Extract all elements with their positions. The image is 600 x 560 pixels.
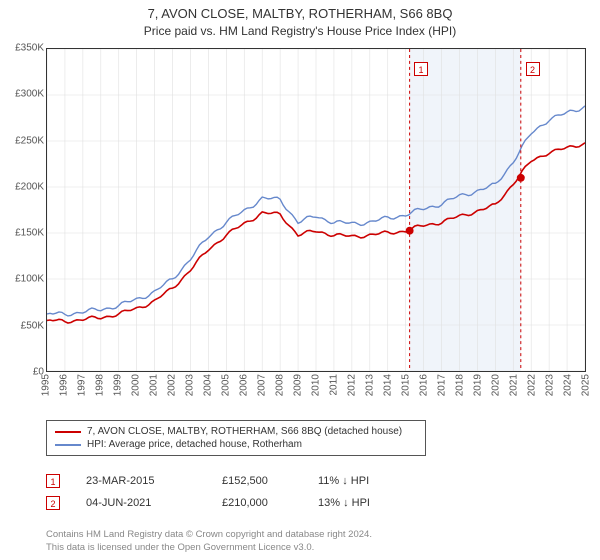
x-tick-label: 1997	[77, 374, 88, 396]
x-tick-label: 2017	[437, 374, 448, 396]
chart-svg	[47, 49, 585, 371]
chart-plot-area	[46, 48, 586, 372]
y-tick-label: £350K	[15, 43, 44, 54]
legend-item: 7, AVON CLOSE, MALTBY, ROTHERHAM, S66 8B…	[55, 425, 417, 438]
x-tick-label: 2014	[383, 374, 394, 396]
sale-date: 04-JUN-2021	[86, 497, 196, 509]
x-tick-label: 2010	[311, 374, 322, 396]
x-tick-label: 1999	[113, 374, 124, 396]
x-tick-label: 2019	[473, 374, 484, 396]
x-tick-label: 1995	[41, 374, 52, 396]
x-tick-label: 2023	[545, 374, 556, 396]
x-tick-label: 2002	[167, 374, 178, 396]
x-tick-label: 2024	[563, 374, 574, 396]
x-tick-label: 2003	[185, 374, 196, 396]
y-tick-label: £200K	[15, 181, 44, 192]
sale-date: 23-MAR-2015	[86, 475, 196, 487]
page-title: 7, AVON CLOSE, MALTBY, ROTHERHAM, S66 8B…	[0, 0, 600, 21]
y-tick-label: £300K	[15, 89, 44, 100]
y-tick-label: £150K	[15, 228, 44, 239]
x-tick-label: 2011	[329, 374, 340, 396]
sale-marker-box: 1	[414, 62, 428, 76]
sale-diff: 11% ↓ HPI	[318, 475, 408, 487]
legend-swatch	[55, 444, 81, 446]
sale-price: £210,000	[222, 497, 292, 509]
y-tick-label: £250K	[15, 135, 44, 146]
x-tick-label: 2022	[527, 374, 538, 396]
sale-index: 1	[46, 474, 60, 488]
legend: 7, AVON CLOSE, MALTBY, ROTHERHAM, S66 8B…	[46, 420, 426, 456]
sale-diff: 13% ↓ HPI	[318, 497, 408, 509]
x-tick-label: 2005	[221, 374, 232, 396]
sales-table: 1 23-MAR-2015 £152,500 11% ↓ HPI 2 04-JUN-202…	[46, 470, 408, 514]
x-tick-label: 1998	[95, 374, 106, 396]
sale-row: 1 23-MAR-2015 £152,500 11% ↓ HPI	[46, 470, 408, 492]
legend-item: HPI: Average price, detached house, Roth…	[55, 438, 417, 451]
y-tick-label: £50K	[21, 320, 44, 331]
sale-price: £152,500	[222, 475, 292, 487]
sale-marker-box: 2	[526, 62, 540, 76]
y-tick-label: £100K	[15, 274, 44, 285]
x-tick-label: 2006	[239, 374, 250, 396]
legend-label: 7, AVON CLOSE, MALTBY, ROTHERHAM, S66 8B…	[87, 426, 402, 437]
sale-row: 2 04-JUN-2021 £210,000 13% ↓ HPI	[46, 492, 408, 514]
chart-container: 7, AVON CLOSE, MALTBY, ROTHERHAM, S66 8B…	[0, 0, 600, 560]
x-tick-label: 2020	[491, 374, 502, 396]
x-tick-label: 2015	[401, 374, 412, 396]
x-tick-label: 2025	[581, 374, 592, 396]
footer-line-1: Contains HM Land Registry data © Crown c…	[46, 529, 372, 541]
x-tick-label: 2018	[455, 374, 466, 396]
legend-swatch	[55, 431, 81, 433]
page-subtitle: Price paid vs. HM Land Registry's House …	[0, 21, 600, 42]
x-tick-label: 2016	[419, 374, 430, 396]
x-tick-label: 2004	[203, 374, 214, 396]
sale-index: 2	[46, 496, 60, 510]
x-tick-label: 2012	[347, 374, 358, 396]
x-tick-label: 2001	[149, 374, 160, 396]
x-tick-label: 2021	[509, 374, 520, 396]
x-tick-label: 2007	[257, 374, 268, 396]
footer: Contains HM Land Registry data © Crown c…	[46, 529, 372, 554]
footer-line-2: This data is licensed under the Open Gov…	[46, 542, 372, 554]
x-tick-label: 2000	[131, 374, 142, 396]
x-tick-label: 2008	[275, 374, 286, 396]
x-tick-label: 1996	[59, 374, 70, 396]
x-tick-label: 2013	[365, 374, 376, 396]
legend-label: HPI: Average price, detached house, Roth…	[87, 439, 302, 450]
x-tick-label: 2009	[293, 374, 304, 396]
